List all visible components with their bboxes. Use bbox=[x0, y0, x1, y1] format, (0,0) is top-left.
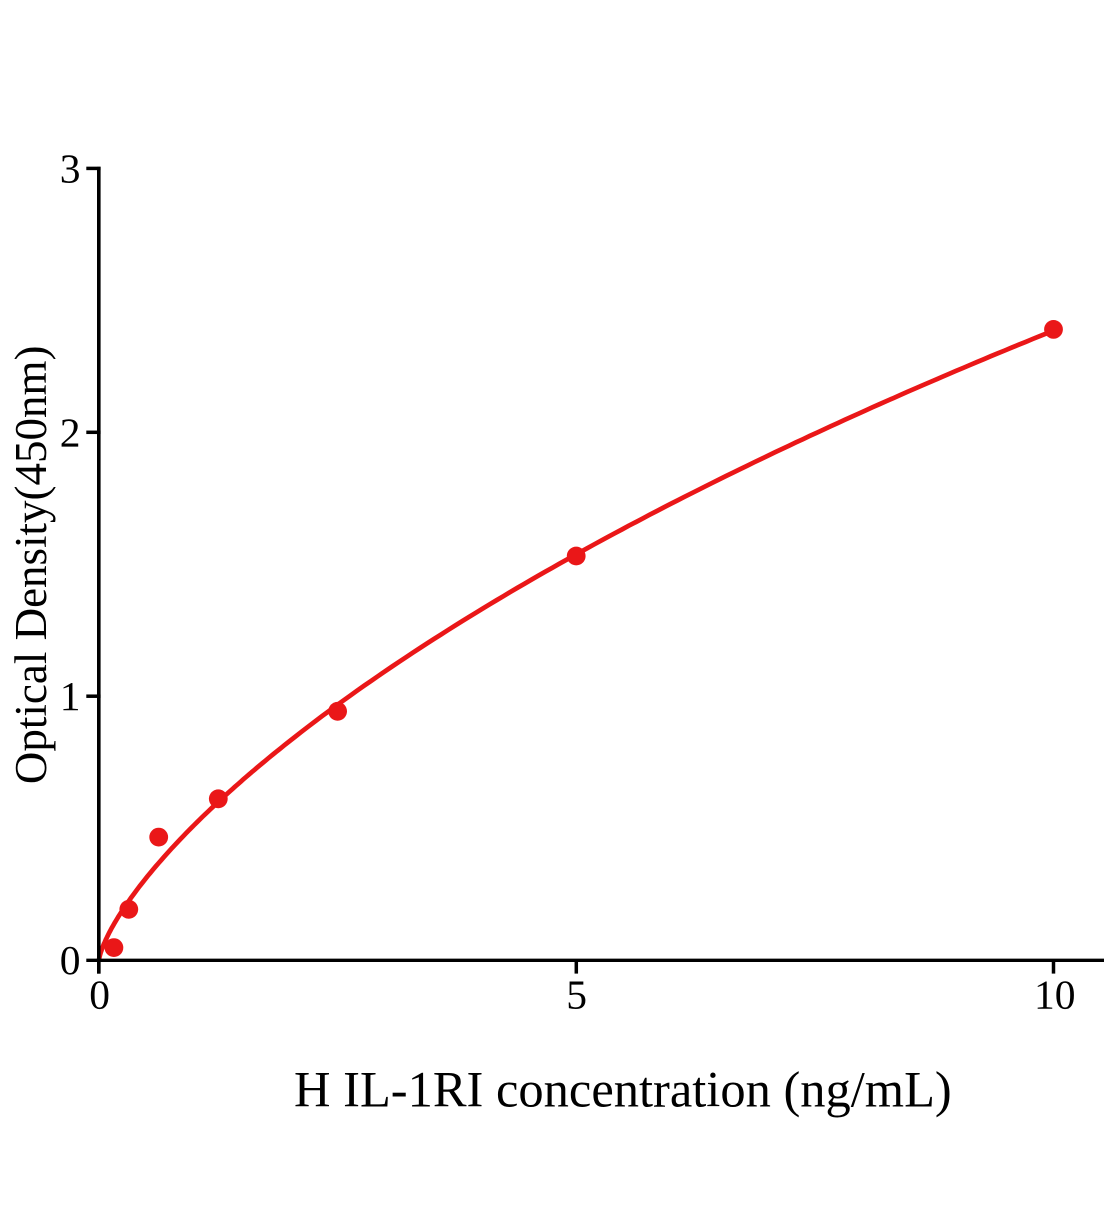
svg-text:H IL-1RI concentration (ng/mL): H IL-1RI concentration (ng/mL) bbox=[294, 1062, 952, 1118]
svg-text:3: 3 bbox=[60, 145, 81, 191]
svg-text:2: 2 bbox=[60, 409, 81, 455]
svg-text:1: 1 bbox=[60, 673, 81, 719]
svg-text:0: 0 bbox=[89, 972, 110, 1018]
svg-text:10: 10 bbox=[1034, 972, 1076, 1018]
svg-text:5: 5 bbox=[566, 972, 587, 1018]
svg-text:Optical Density(450nm): Optical Density(450nm) bbox=[6, 345, 56, 784]
svg-text:0: 0 bbox=[60, 937, 81, 983]
